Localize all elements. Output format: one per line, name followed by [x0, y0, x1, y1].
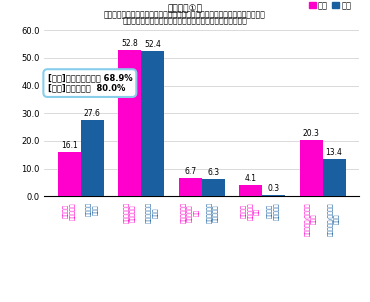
Text: できれば取得
したくない: できれば取得 したくない — [207, 202, 219, 223]
Legend: 女性, 男性: 女性, 男性 — [306, 0, 355, 14]
Text: できれば取得
してほしい: できれば取得 してほしい — [124, 202, 136, 223]
Text: 52.8: 52.8 — [121, 39, 138, 48]
Text: 4.1: 4.1 — [245, 174, 257, 183]
Bar — [141, 51, 164, 196]
Text: わからない/あてはま
らない: わからない/あてはま らない — [305, 202, 317, 236]
Bar — [58, 152, 81, 196]
Bar — [118, 50, 141, 196]
Text: 男性：あなたは将来、育児休暇を取得したいと思いますか。: 男性：あなたは将来、育児休暇を取得したいと思いますか。 — [122, 17, 248, 26]
Bar — [323, 159, 346, 196]
Text: 絶対取得
したくない: 絶対取得 したくない — [268, 202, 280, 220]
Bar — [179, 178, 202, 196]
Text: 52.4: 52.4 — [144, 40, 161, 49]
Text: 【グラフ①】: 【グラフ①】 — [168, 5, 202, 14]
Text: [女性]取得してほしい 68.9%
[男性]取得したい  80.0%: [女性]取得してほしい 68.9% [男性]取得したい 80.0% — [47, 73, 132, 93]
Text: 13.4: 13.4 — [326, 148, 343, 157]
Bar — [300, 140, 323, 196]
Bar — [81, 120, 104, 196]
Text: 27.6: 27.6 — [84, 109, 101, 118]
Text: できれば取得
したい: できれば取得 したい — [147, 202, 159, 223]
Text: 必ず取得
したい: 必ず取得 したい — [86, 202, 98, 216]
Text: 16.1: 16.1 — [61, 140, 78, 149]
Text: 6.7: 6.7 — [184, 166, 196, 175]
Text: 0.3: 0.3 — [268, 184, 280, 193]
Bar — [239, 185, 262, 196]
Bar — [202, 179, 225, 196]
Text: 女性：あなたは将来、配偶者（夫）に育児休暇を取得しほしいと思いますか。: 女性：あなたは将来、配偶者（夫）に育児休暇を取得しほしいと思いますか。 — [104, 11, 266, 20]
Text: 絶対取得
してほしく
ない: 絶対取得 してほしく ない — [241, 202, 260, 220]
Text: 20.3: 20.3 — [303, 129, 320, 138]
Text: わからない/あてはま
らない: わからない/あてはま らない — [328, 202, 340, 236]
Bar — [262, 195, 285, 196]
Text: 必ず取得
してほしい: 必ず取得 してほしい — [63, 202, 75, 220]
Text: できれば取得
してほしく
ない: できれば取得 してほしく ない — [181, 202, 199, 223]
Text: 6.3: 6.3 — [207, 168, 219, 177]
